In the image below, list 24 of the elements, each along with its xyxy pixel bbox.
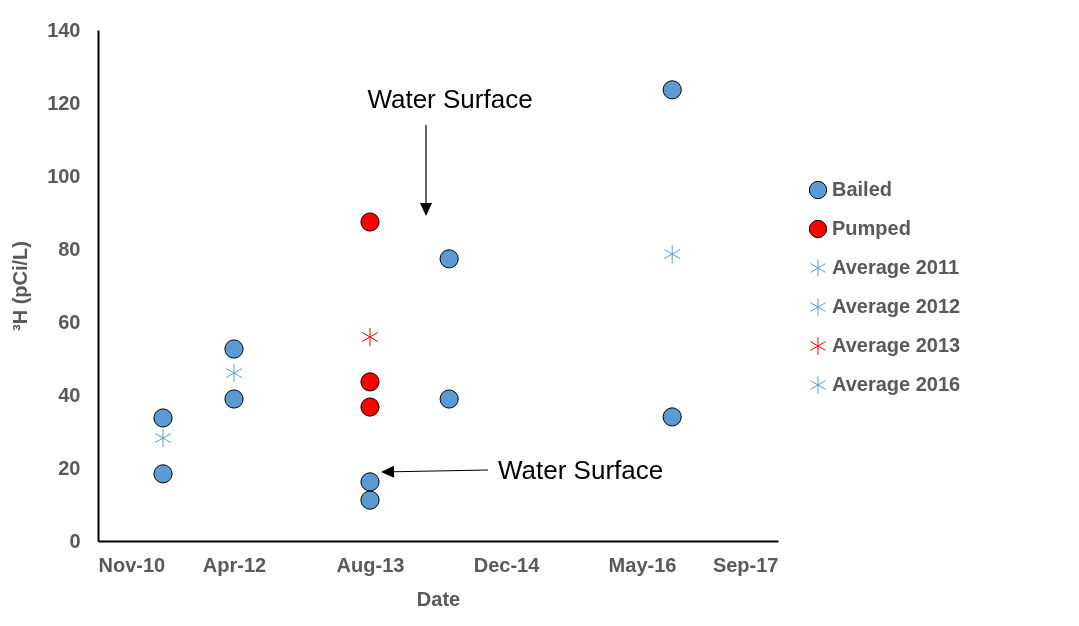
x-tick-label: Sep-17 — [712, 553, 779, 576]
annotation: Water Surface — [367, 83, 533, 114]
x-tick-label: May-16 — [608, 553, 677, 576]
y-tick-label: 100 — [47, 164, 81, 187]
y-tick-label: 60 — [58, 310, 81, 333]
y-tick-label: 140 — [47, 18, 81, 41]
legend-label: Average 2012 — [832, 295, 961, 317]
x-tick-label: Nov-10 — [98, 553, 166, 576]
y-tick-label: 20 — [58, 456, 81, 479]
x-tick-label: Aug-13 — [336, 553, 405, 576]
legend-label: Average 2016 — [832, 373, 961, 395]
y-tick-label: 120 — [47, 91, 81, 114]
y-tick-label: 40 — [58, 383, 81, 406]
legend-label: Average 2011 — [832, 256, 960, 278]
annotation: Water Surface — [498, 454, 664, 485]
y-tick-label: 80 — [58, 237, 81, 260]
legend-label: Average 2013 — [832, 334, 961, 356]
x-tick-label: Dec-14 — [473, 553, 541, 576]
x-axis-title: Date — [416, 587, 461, 610]
y-tick-label: 0 — [69, 529, 81, 552]
y-axis-title: ³H (pCi/L) — [9, 241, 32, 331]
legend-label: Pumped — [832, 217, 911, 239]
x-tick-label: Apr-12 — [202, 553, 267, 576]
legend-label: Bailed — [832, 178, 893, 200]
